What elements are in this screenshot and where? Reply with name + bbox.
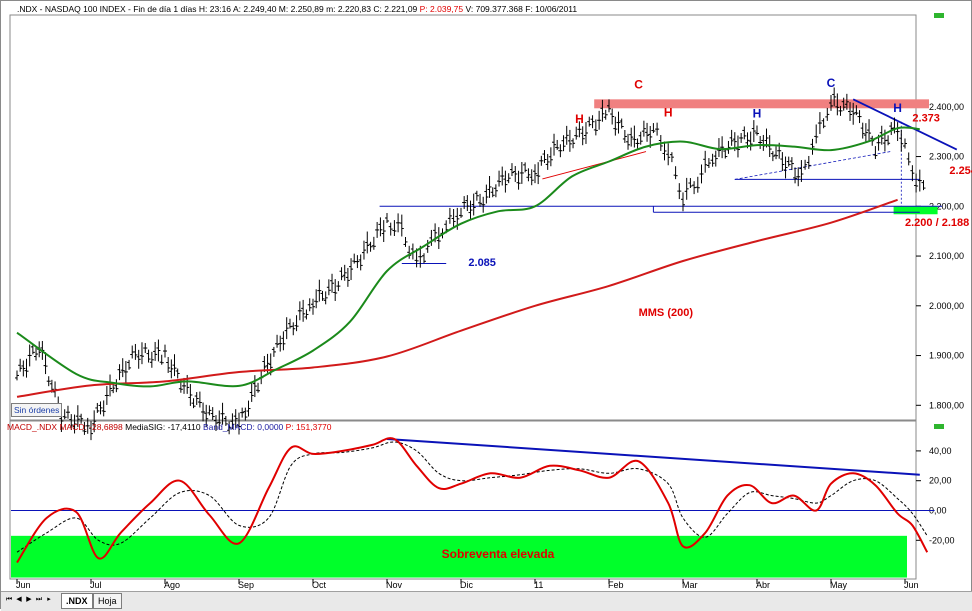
price-y-tick-label: 2.100,00 [929, 251, 964, 261]
macd-p-value: P: 151,3770 [285, 422, 332, 432]
price-y-tick-label: 2.400,00 [929, 102, 964, 112]
price-level-label: 2.373 [912, 113, 940, 125]
macd-y-tick-label: 0,00 [929, 506, 947, 516]
x-tick-label: Jul [90, 580, 102, 590]
price-y-tick-label: 1.800,00 [929, 400, 964, 410]
macd-band-value: Band_MACD: 0,0000 [202, 422, 284, 432]
x-tick-label: Dic [460, 580, 473, 590]
x-tick-label: Abr [756, 580, 770, 590]
header-f: F: 10/06/2011 [525, 4, 578, 14]
price-level-label: 2.254 [949, 165, 972, 177]
header-a: A: 2.249,40 [232, 4, 277, 14]
pattern-label: C [634, 77, 643, 91]
new-sheet-icon[interactable]: ▸ [47, 596, 51, 603]
downtrend-line [852, 98, 958, 151]
macd-y-tick-label: 20,00 [929, 476, 952, 486]
price-y-tick-label: 2.000,00 [929, 301, 964, 311]
oversold-zone [11, 535, 907, 578]
header-m-low: m: 2.220,83 [326, 4, 371, 14]
x-tick-label: 11 [534, 580, 543, 590]
mms200-line [16, 198, 898, 398]
price-bars [15, 87, 926, 441]
first-sheet-icon[interactable]: ⏮ [5, 596, 13, 603]
pattern-label: H [893, 101, 902, 115]
prev-sheet-icon[interactable]: ◀ [16, 596, 22, 603]
tab-sheet[interactable]: Hoja [93, 593, 122, 609]
x-tick-label: Feb [608, 580, 624, 590]
macd-value: MACD: -28,6898 [59, 422, 123, 432]
support-zone [893, 206, 938, 215]
price-y-tick-label: 1.900,00 [929, 351, 964, 361]
pattern-label: H [575, 112, 584, 126]
header-symbol: .NDX - NASDAQ 100 INDEX - Fin de día 1 d… [17, 4, 197, 14]
x-tick-label: Ago [164, 580, 180, 590]
sheet-tab-bar: ⏮ ◀ ▶ ⏭ ▸ .NDX Hoja [1, 591, 972, 611]
tab-ndx[interactable]: .NDX [61, 593, 93, 609]
macd-y-tick-label: -20,00 [929, 535, 955, 545]
macd-signal-line [16, 441, 928, 553]
price-y-tick-label: 2.200,00 [929, 201, 964, 211]
header-c: C: 2.221,09 [373, 4, 418, 14]
macd-divergence-line [386, 437, 920, 476]
x-tick-label: Oct [312, 580, 327, 590]
resistance-zone [594, 99, 929, 109]
macd-title: MACD_.NDX [7, 422, 58, 432]
price-panel [9, 14, 917, 421]
price-level-label: 2.085 [468, 257, 496, 269]
pattern-label: H [753, 107, 762, 121]
header-p: P: 2.039,75 [419, 4, 464, 14]
header-h: H: 23:16 [198, 4, 232, 14]
oversold-label: Sobreventa elevada [442, 547, 555, 561]
price-y-tick-label: 2.300,00 [929, 152, 964, 162]
last-sheet-icon[interactable]: ⏭ [35, 596, 43, 603]
macd-line [16, 437, 929, 564]
x-tick-label: May [830, 580, 848, 590]
x-tick-label: Mar [682, 580, 698, 590]
panel-toggle-price [934, 13, 944, 18]
macd-panel [9, 420, 917, 580]
pattern-label: C [827, 76, 836, 90]
macd-y-tick-label: 40,00 [929, 446, 952, 456]
panel-toggle-macd [934, 424, 944, 429]
price-level-label: 2.200 / 2.188 [905, 217, 969, 229]
dashed-neckline [734, 151, 891, 180]
pattern-label: H [664, 105, 673, 119]
header-v: V: 709.377.368 [465, 4, 523, 14]
red-neckline [542, 151, 647, 180]
macd-header: MACD_.NDX MACD: -28,6898 MediaSIG: -17,4… [7, 422, 332, 432]
x-tick-label: Nov [386, 580, 403, 590]
price-header: .NDX - NASDAQ 100 INDEX - Fin de día 1 d… [17, 4, 577, 14]
orders-badge[interactable]: Sin órdenes [11, 403, 63, 417]
x-tick-label: Jun [904, 580, 919, 590]
x-tick-label: Sep [238, 580, 254, 590]
mms200-label: MMS (200) [639, 307, 694, 319]
next-sheet-icon[interactable]: ▶ [26, 596, 32, 603]
x-tick-label: Jun [16, 580, 31, 590]
macd-signal-value: MediaSIG: -17,4110 [125, 422, 201, 432]
header-m-high: M: 2.250,89 [278, 4, 324, 14]
green-ma-line [16, 126, 920, 388]
